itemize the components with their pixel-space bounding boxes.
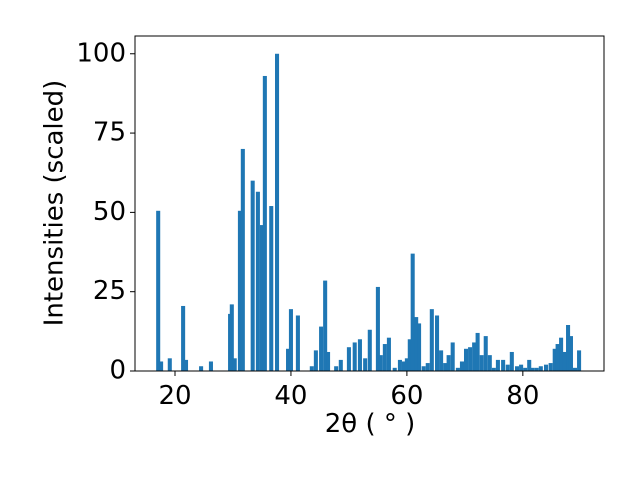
y-tick-label: 75 [93,118,126,148]
bar [475,332,480,371]
bar [446,355,451,371]
bar [326,351,331,371]
bar [566,325,571,371]
bar [167,358,172,371]
y-tick-label: 25 [93,276,126,306]
bar [407,339,412,371]
bar [463,348,469,371]
bar [562,351,567,371]
bar [501,359,506,371]
bar [505,364,510,371]
bar [346,347,351,371]
bar [338,359,343,371]
bar [572,367,578,371]
bar [410,253,415,371]
bar [443,363,448,371]
x-tick-label: 80 [506,381,539,411]
bar [414,317,419,371]
bar [404,358,409,371]
bar [232,358,237,371]
bar [487,355,492,371]
bar [397,359,402,371]
bar [495,359,500,371]
bar [208,361,213,371]
x-tick-label: 20 [158,381,191,411]
bar [483,336,488,371]
bar [530,367,535,371]
bar [555,344,560,371]
bar [552,348,557,371]
bar [259,225,264,371]
bar [367,329,372,371]
bar [159,361,164,371]
bar [319,326,324,371]
bar [378,355,383,371]
bar [538,366,543,371]
bar [455,367,460,371]
bar [357,339,362,371]
bar [523,367,528,371]
bar [240,148,245,371]
bar [313,350,318,371]
bar [435,315,440,371]
bar [183,359,189,371]
x-axis-label: 2θ ( ° ) [325,409,416,439]
bar [255,191,260,371]
bar [323,280,328,371]
bar [382,344,387,371]
bar [288,309,293,371]
bar [425,363,430,371]
bar [568,336,573,371]
bar [543,364,549,371]
plot-frame [134,35,605,372]
bar [559,337,564,371]
bar [417,323,422,371]
bar [429,309,434,371]
bar [421,366,426,371]
bar [262,75,267,371]
x-tick-label: 60 [390,381,423,411]
y-tick-label: 100 [76,38,126,68]
bar [156,210,161,371]
bar [515,366,520,371]
bar [386,337,391,371]
bar [237,210,242,371]
bar [491,367,496,371]
bar [181,305,186,371]
bar [392,367,397,371]
bar [363,358,368,371]
bar [509,351,514,371]
bar [548,363,553,371]
bar [286,348,291,371]
bar [229,304,234,371]
x-tick-label: 40 [274,381,307,411]
y-tick-label: 50 [93,197,126,227]
bar [275,53,280,372]
bar [199,366,204,371]
y-axis-label: Intensities (scaled) [40,80,70,327]
bar [459,361,464,371]
bar [534,367,539,371]
bar [295,315,300,371]
bar [439,350,444,371]
bar [334,366,339,371]
bar [577,350,582,371]
bar [269,206,274,371]
bar [472,342,477,371]
bar [309,366,314,371]
bar [519,364,524,371]
bar [527,359,532,371]
y-tick-label: 0 [109,356,126,386]
bar [450,342,455,371]
bar [352,342,357,371]
bar [479,355,484,371]
bar [401,361,407,371]
bar [468,347,473,371]
bar [375,286,380,371]
bar [250,180,255,371]
